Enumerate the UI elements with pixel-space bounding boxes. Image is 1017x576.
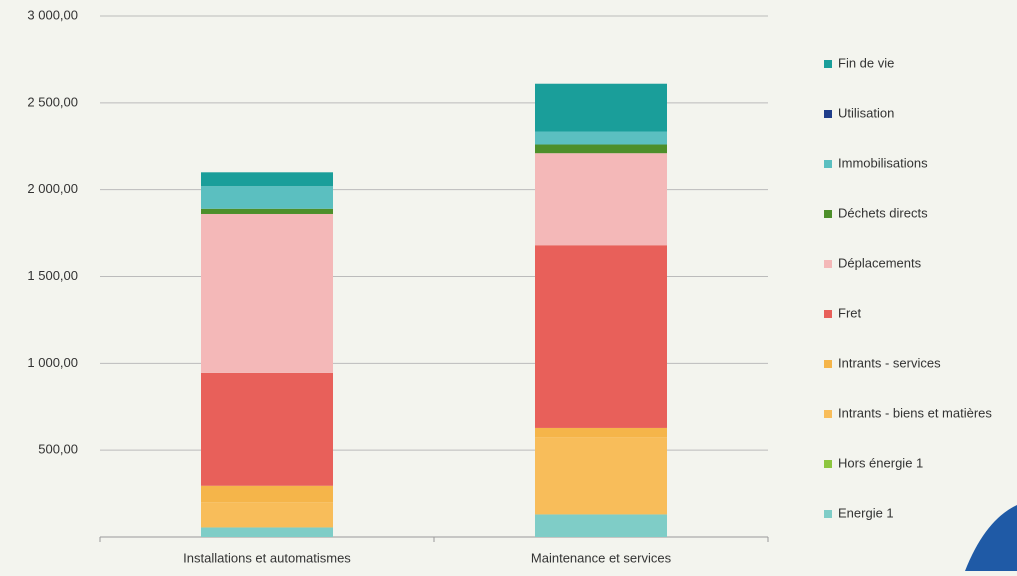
legend-label: Utilisation: [838, 105, 894, 120]
legend-swatch: [824, 310, 832, 318]
legend-swatch: [824, 260, 832, 268]
bar-segment: [201, 485, 333, 503]
bar-segment: [201, 186, 333, 209]
bar-segment: [535, 144, 667, 154]
legend-swatch: [824, 210, 832, 218]
legend-swatch: [824, 410, 832, 418]
y-tick-label: 3 000,00: [27, 7, 78, 22]
bar-segment: [535, 514, 667, 537]
bar-segment: [535, 153, 667, 246]
bar-segment: [201, 213, 333, 373]
legend-label: Immobilisations: [838, 155, 928, 170]
legend-label: Fret: [838, 305, 862, 320]
y-tick-label: 500,00: [38, 442, 78, 457]
legend-label: Fin de vie: [838, 55, 894, 70]
legend-swatch: [824, 510, 832, 518]
corner-decoration: [965, 505, 1017, 571]
legend-swatch: [824, 60, 832, 68]
y-tick-label: 1 000,00: [27, 355, 78, 370]
bar-segment: [201, 502, 333, 528]
legend-label: Intrants - services: [838, 355, 941, 370]
legend-label: Energie 1: [838, 505, 894, 520]
legend-label: Intrants - biens et matières: [838, 405, 992, 420]
legend-label: Déchets directs: [838, 205, 928, 220]
bar-segment: [535, 245, 667, 428]
bar-segment: [535, 83, 667, 132]
legend-swatch: [824, 360, 832, 368]
legend-label: Déplacements: [838, 255, 922, 270]
bar-segment: [201, 372, 333, 486]
legend-swatch: [824, 160, 832, 168]
y-tick-label: 2 000,00: [27, 181, 78, 196]
bar-segment: [201, 172, 333, 187]
x-tick-label: Maintenance et services: [531, 550, 672, 565]
bar-segment: [535, 427, 667, 438]
bar-segment: [535, 131, 667, 145]
x-tick-label: Installations et automatismes: [183, 550, 351, 565]
legend-swatch: [824, 110, 832, 118]
y-tick-label: 2 500,00: [27, 94, 78, 109]
legend-label: Hors énergie 1: [838, 455, 923, 470]
y-tick-label: 1 500,00: [27, 268, 78, 283]
bar-segment: [201, 527, 333, 537]
bar-segment: [535, 437, 667, 515]
bar-segment: [201, 208, 333, 214]
legend-swatch: [824, 460, 832, 468]
